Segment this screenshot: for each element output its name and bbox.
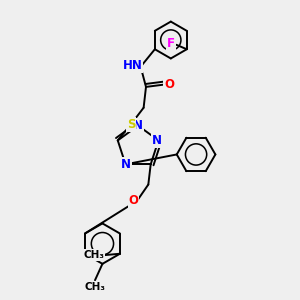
Text: CH₃: CH₃ — [85, 282, 106, 292]
Text: O: O — [128, 194, 139, 207]
Text: N: N — [133, 119, 143, 132]
Text: N: N — [152, 134, 162, 147]
Text: CH₃: CH₃ — [84, 250, 105, 260]
Text: S: S — [127, 118, 135, 130]
Text: O: O — [164, 78, 174, 91]
Text: F: F — [167, 37, 175, 50]
Text: HN: HN — [122, 59, 142, 72]
Text: N: N — [121, 158, 131, 171]
